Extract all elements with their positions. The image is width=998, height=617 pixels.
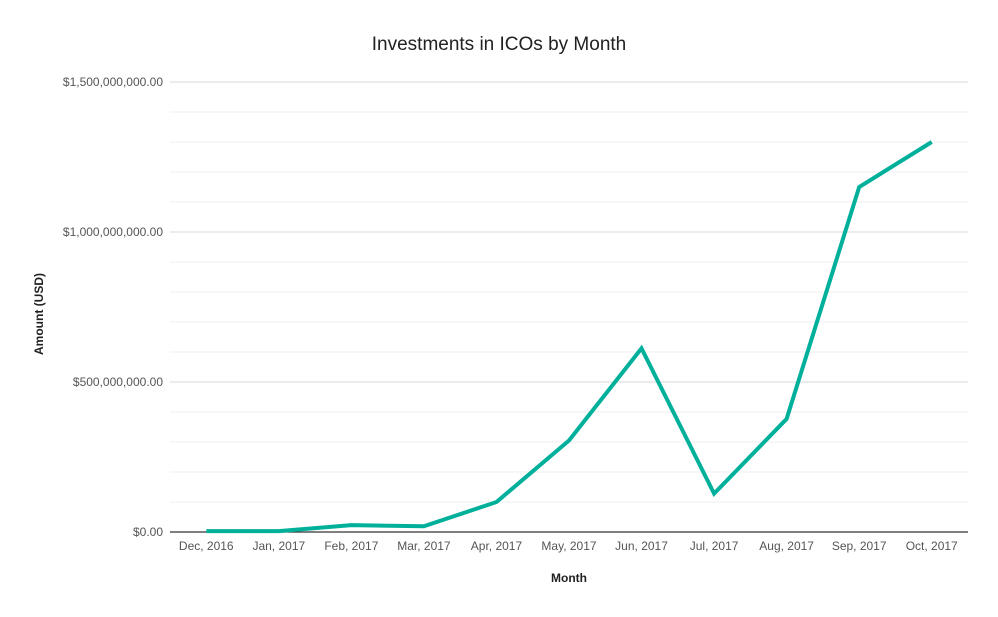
y-tick-label: $1,500,000,000.00 [63, 75, 163, 89]
series-line [206, 140, 933, 534]
series-layer [206, 140, 933, 534]
x-tick-label: Mar, 2017 [397, 539, 451, 553]
x-tick-label: Feb, 2017 [324, 539, 378, 553]
x-tick-label: Oct, 2017 [906, 539, 958, 553]
x-tick-label: May, 2017 [541, 539, 596, 553]
x-tick-label: Jan, 2017 [252, 539, 305, 553]
y-axis-ticks: $0.00 $500,000,000.00 $1,000,000,000.00 $1,… [63, 75, 163, 539]
y-tick-label: $0.00 [133, 525, 163, 539]
x-tick-label: Sep, 2017 [832, 539, 887, 553]
x-tick-label: Aug, 2017 [759, 539, 814, 553]
x-tick-label: Dec, 2016 [179, 539, 234, 553]
y-axis-label: Amount (USD) [32, 273, 46, 355]
y-tick-label: $1,000,000,000.00 [63, 225, 163, 239]
gridlines [170, 81, 968, 533]
x-tick-label: Jun, 2017 [615, 539, 668, 553]
x-tick-label: Jul, 2017 [690, 539, 739, 553]
x-axis-ticks: Dec, 2016 Jan, 2017 Feb, 2017 Mar, 2017 Apr,… [179, 539, 958, 553]
x-tick-label: Apr, 2017 [471, 539, 523, 553]
y-tick-label: $500,000,000.00 [73, 375, 163, 389]
x-axis-label: Month [551, 571, 587, 585]
chart-title: Investments in ICOs by Month [372, 34, 627, 55]
